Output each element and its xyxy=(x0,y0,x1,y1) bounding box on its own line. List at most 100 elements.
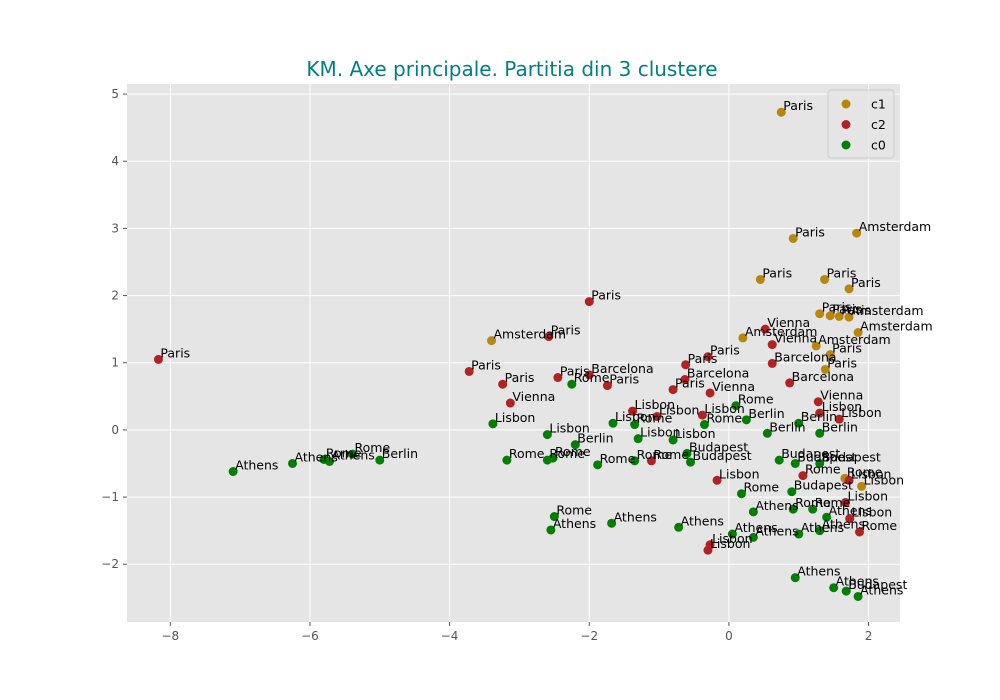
data-label: Rome xyxy=(637,447,673,462)
data-label: Athens xyxy=(755,498,798,513)
data-label: Athens xyxy=(332,447,375,462)
data-point-c2 xyxy=(464,366,474,376)
data-point-c0 xyxy=(570,440,580,450)
data-point-c2 xyxy=(705,388,715,398)
data-point-c2 xyxy=(703,352,713,362)
data-point-c0 xyxy=(815,428,825,438)
data-label: Athens xyxy=(836,574,879,589)
grid xyxy=(127,84,900,622)
data-label: Paris xyxy=(688,351,718,366)
data-label: Berlin xyxy=(801,409,837,424)
data-label: Lisbon xyxy=(851,466,891,481)
data-point-c0 xyxy=(787,487,797,497)
data-point-c2 xyxy=(628,406,638,416)
data-point-c0 xyxy=(674,522,684,532)
data-point-c0 xyxy=(488,419,498,429)
data-point-c2 xyxy=(584,297,594,307)
data-label: Berlin xyxy=(748,406,784,421)
data-label: Paris xyxy=(471,357,501,372)
data-label: Athens xyxy=(822,517,865,532)
data-label: Paris xyxy=(851,275,881,290)
data-point-c0 xyxy=(727,529,737,539)
axis-ticks: −8 −6 −4 −2 0 2 −2 −1 0 1 2 3 4 5 xyxy=(101,87,872,643)
data-point-c0 xyxy=(736,489,746,499)
data-label: Lisbon xyxy=(719,466,759,481)
x-tick-label: −8 xyxy=(161,629,179,643)
data-point-c2 xyxy=(646,456,656,466)
data-point-c1 xyxy=(755,274,765,284)
data-point-c0 xyxy=(548,453,558,463)
data-label: Amsterdam xyxy=(745,324,818,339)
chart-title: KM. Axe principale. Partitia din 3 clust… xyxy=(306,57,717,81)
data-label: Amsterdam xyxy=(818,332,891,347)
data-label: Lisbon xyxy=(822,399,862,414)
data-point-c1 xyxy=(788,233,798,243)
data-point-c1 xyxy=(825,311,835,321)
data-point-c1 xyxy=(487,336,497,346)
data-point-c2 xyxy=(815,408,825,418)
data-label: Paris xyxy=(160,345,190,360)
data-label: Athens xyxy=(797,564,840,579)
data-point-c0 xyxy=(319,454,329,464)
data-label: Lisbon xyxy=(841,405,881,420)
data-point-c2 xyxy=(681,360,691,370)
data-point-c0 xyxy=(546,525,556,535)
data-point-c0 xyxy=(633,434,643,444)
data-point-c1 xyxy=(844,284,854,294)
data-label: Rome xyxy=(637,411,673,426)
y-tick-label: 0 xyxy=(111,423,119,437)
y-tick-label: 5 xyxy=(111,87,119,101)
data-label: Amsterdam xyxy=(860,319,933,334)
data-point-c1 xyxy=(834,311,844,321)
data-point-c0 xyxy=(731,401,741,411)
data-point-c2 xyxy=(785,378,795,388)
legend-marker-c1 xyxy=(841,99,851,109)
data-label: Athens xyxy=(294,449,337,464)
data-label: Rome xyxy=(555,444,591,459)
data-point-c1 xyxy=(815,309,825,319)
data-point-c2 xyxy=(680,375,690,385)
data-point-c0 xyxy=(630,420,640,430)
plot-area xyxy=(127,84,900,622)
data-label: Rome xyxy=(549,446,585,461)
data-point-c1 xyxy=(853,328,863,338)
data-label: Barcelona xyxy=(774,349,836,364)
data-label: Vienna xyxy=(820,388,863,403)
data-label: Rome xyxy=(556,503,592,518)
y-tick-label: 3 xyxy=(111,221,119,235)
data-point-c1 xyxy=(820,274,830,284)
legend-label: c1 xyxy=(871,97,886,112)
data-label: Amsterdam xyxy=(851,303,924,318)
y-tick-label: −2 xyxy=(101,557,119,571)
data-point-c0 xyxy=(608,418,618,428)
data-label: Lisbon xyxy=(848,488,888,503)
data-label: Lisbon xyxy=(549,421,589,436)
data-label: Budapest xyxy=(848,577,907,592)
y-tick-label: 4 xyxy=(111,154,119,168)
data-label: Lisbon xyxy=(640,425,680,440)
data-point-c1 xyxy=(852,228,862,238)
data-label: Rome xyxy=(847,464,883,479)
data-point-c0 xyxy=(668,435,678,445)
data-label: Rome xyxy=(815,495,851,510)
data-label: Paris xyxy=(832,341,862,356)
data-label: Paris xyxy=(560,364,590,379)
data-label: Rome xyxy=(738,392,774,407)
y-tick-label: 1 xyxy=(111,356,119,370)
data-label: Athens xyxy=(734,520,777,535)
data-point-c1 xyxy=(811,341,821,351)
data-point-c2 xyxy=(153,354,163,364)
data-label: Rome xyxy=(509,446,545,461)
data-label: Amsterdam xyxy=(494,327,567,342)
x-tick-label: −4 xyxy=(441,629,459,643)
data-label: Lisbon xyxy=(710,536,750,551)
y-tick-label: 2 xyxy=(111,289,119,303)
data-point-c0 xyxy=(567,379,577,389)
data-point-c2 xyxy=(703,545,713,555)
data-label: Barcelona xyxy=(591,361,653,376)
data-point-c1 xyxy=(825,350,835,360)
data-point-c0 xyxy=(748,532,758,542)
data-point-c0 xyxy=(630,456,640,466)
data-point-c2 xyxy=(668,385,678,395)
